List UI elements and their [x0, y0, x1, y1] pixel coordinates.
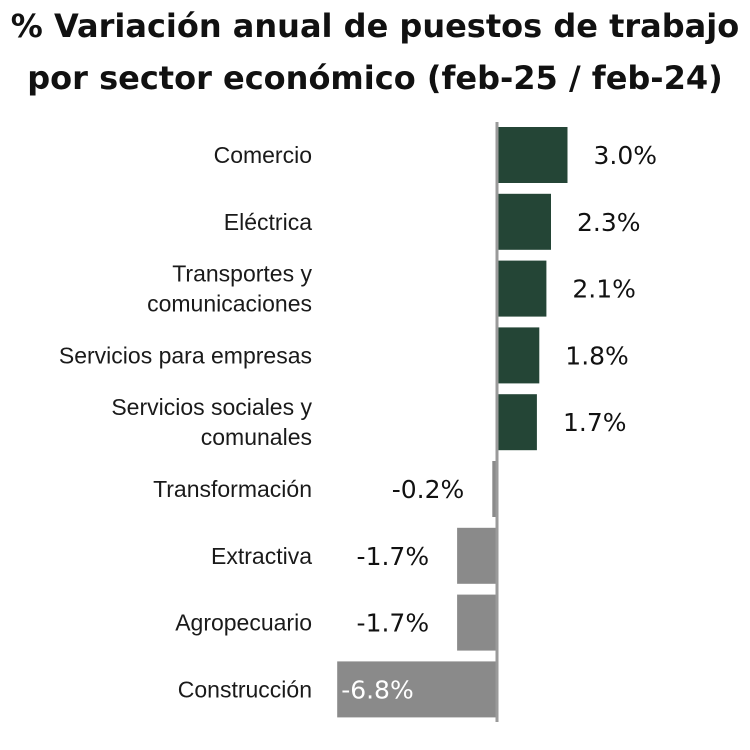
bar-3	[497, 327, 540, 384]
category-label-3: Servicios para empresas	[59, 342, 312, 368]
chart-title: % Variación anual de puestos de trabajo …	[0, 0, 750, 104]
bar-8	[337, 661, 497, 718]
bar-4	[497, 394, 537, 451]
category-label-4-line-0: Servicios sociales y	[111, 394, 312, 420]
value-label-2: 2.1%	[572, 275, 636, 304]
value-label-7: -1.7%	[357, 609, 430, 638]
bar-5	[492, 461, 497, 517]
category-label-1-line-0: Eléctrica	[224, 209, 312, 235]
value-label-4: 1.7%	[563, 408, 627, 437]
value-label-6: -1.7%	[357, 542, 430, 571]
category-label-7-line-0: Agropecuario	[175, 610, 312, 636]
category-label-0: Comercio	[214, 142, 312, 168]
bar-1	[497, 193, 551, 250]
category-label-8-line-0: Construcción	[178, 676, 312, 702]
category-label-5-line-0: Transformación	[153, 476, 312, 502]
bar-2	[497, 260, 547, 317]
category-label-5: Transformación	[153, 476, 312, 502]
category-label-4: Servicios sociales y comunales	[111, 394, 312, 450]
bar-0	[497, 127, 568, 183]
category-label-2-line-0: Transportes y	[172, 261, 312, 287]
bar-7	[457, 594, 497, 651]
value-label-8: -6.8%	[341, 675, 414, 704]
value-label-5: -0.2%	[392, 475, 465, 504]
chart-title-line-2: por sector económico (feb-25 / feb-24)	[27, 59, 723, 97]
value-label-0: 3.0%	[594, 141, 658, 170]
category-label-2: Transportes y comunicaciones	[147, 261, 312, 317]
chart-title-line-1: % Variación anual de puestos de trabajo	[10, 7, 740, 45]
category-label-1: Eléctrica	[224, 209, 312, 235]
value-label-1: 2.3%	[577, 208, 641, 237]
category-label-6: Extractiva	[211, 543, 312, 569]
category-label-6-line-0: Extractiva	[211, 543, 312, 569]
category-label-4-line-1: comunales	[201, 424, 312, 450]
category-label-8: Construcción	[178, 676, 312, 702]
category-label-0-line-0: Comercio	[214, 142, 312, 168]
category-label-7: Agropecuario	[175, 610, 312, 636]
value-label-3: 1.8%	[565, 341, 629, 370]
category-label-3-line-0: Servicios para empresas	[59, 342, 312, 368]
category-label-2-line-1: comunicaciones	[147, 291, 312, 317]
bar-6	[457, 527, 497, 584]
